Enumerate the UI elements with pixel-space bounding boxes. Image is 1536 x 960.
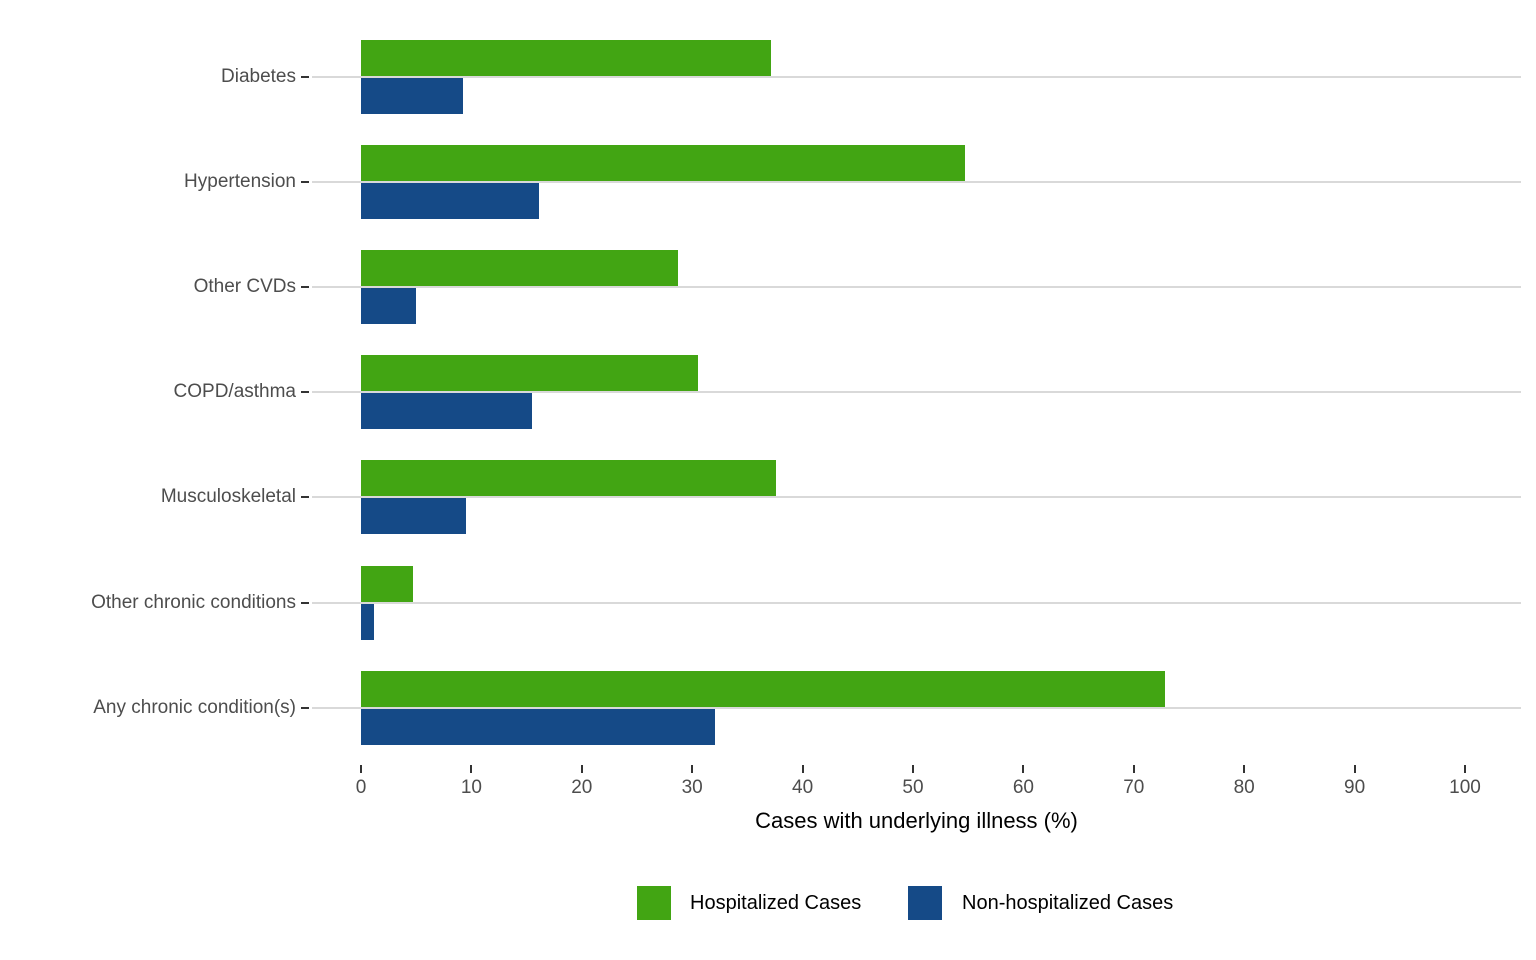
bar-hospitalized xyxy=(361,145,965,182)
category-gridline xyxy=(312,181,1521,184)
category-label: Diabetes xyxy=(221,66,296,87)
category-label: Other CVDs xyxy=(193,276,296,298)
category-gridline xyxy=(312,601,1521,604)
plot-area: Diabetes Hypertension Other CVDs COPD/asthm… xyxy=(91,40,1521,745)
x-axis-tick xyxy=(470,765,473,773)
x-axis-title: Cases with underlying illness (%) xyxy=(755,808,1078,833)
x-axis-tick xyxy=(912,765,914,773)
x-axis-tick-label: 50 xyxy=(902,777,924,798)
category-label: COPD/asthma xyxy=(173,381,296,403)
x-axis-tick xyxy=(801,765,804,773)
bar-non-hospitalized xyxy=(361,183,539,220)
category-gridline xyxy=(312,286,1521,289)
bar-hospitalized xyxy=(361,565,413,602)
category-label: Any chronic condition(s) xyxy=(93,696,296,718)
y-axis-tick xyxy=(301,706,309,709)
bar-hospitalized xyxy=(361,670,1165,707)
x-axis-tick-label: 10 xyxy=(460,777,482,798)
x-axis-tick-label: 30 xyxy=(681,777,703,798)
legend-label-non-hospitalized: Non-hospitalized Cases xyxy=(962,892,1174,914)
legend: Hospitalized Cases Non-hospitalized Cases xyxy=(0,0,1536,920)
x-axis-tick xyxy=(1464,765,1466,773)
bar-hospitalized xyxy=(361,250,678,287)
bar-non-hospitalized xyxy=(361,393,533,430)
x-axis-tick xyxy=(1132,765,1135,773)
x-axis-tick xyxy=(580,765,583,773)
legend-swatch-non-hospitalized xyxy=(908,886,942,920)
bar-non-hospitalized xyxy=(361,288,417,325)
category-gridline xyxy=(312,706,1521,709)
x-axis: 0 10 20 30 40 50 60 70 80 90 100 xyxy=(0,760,1536,805)
x-axis-tick xyxy=(1022,765,1025,773)
bar-hospitalized xyxy=(361,40,771,76)
bar-hospitalized xyxy=(361,460,777,497)
bar-non-hospitalized xyxy=(361,498,466,535)
bar-hospitalized xyxy=(361,355,698,392)
x-axis-tick-label: 80 xyxy=(1233,777,1255,798)
y-axis-tick xyxy=(301,496,309,499)
x-axis-tick-label: 0 xyxy=(355,777,367,798)
bar-non-hospitalized xyxy=(361,708,716,745)
bar-non-hospitalized xyxy=(361,78,463,114)
x-axis-tick-label: 20 xyxy=(571,777,593,798)
legend-swatch-hospitalized xyxy=(637,886,671,920)
x-axis-tick xyxy=(1353,765,1356,773)
x-axis-tick xyxy=(1243,765,1246,773)
y-axis-tick xyxy=(301,286,309,289)
bar-non-hospitalized xyxy=(361,603,375,640)
x-axis-tick xyxy=(360,765,362,773)
x-axis-tick-label: 100 xyxy=(1449,777,1481,798)
x-axis-tick-label: 90 xyxy=(1344,777,1366,798)
y-axis-tick xyxy=(301,181,309,184)
x-axis-tick-label: 40 xyxy=(792,777,814,798)
category-label: Hypertension xyxy=(184,171,296,193)
x-axis-tick xyxy=(691,765,694,773)
category-label: Musculoskeletal xyxy=(160,486,296,508)
y-axis-tick xyxy=(301,601,309,604)
category-gridline xyxy=(312,496,1521,499)
category-label: Other chronic conditions xyxy=(91,591,296,613)
legend-label-hospitalized: Hospitalized Cases xyxy=(690,892,862,914)
x-axis-tick-label: 70 xyxy=(1123,777,1145,798)
y-axis-tick xyxy=(301,391,309,394)
y-axis-tick xyxy=(301,76,309,78)
category-gridline xyxy=(312,391,1521,394)
category-gridline xyxy=(312,76,1521,78)
x-axis-tick-label: 60 xyxy=(1012,777,1034,798)
